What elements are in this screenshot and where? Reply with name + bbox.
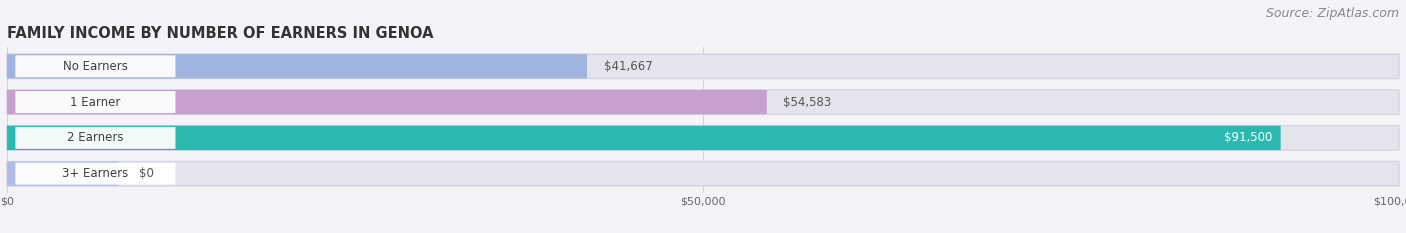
FancyBboxPatch shape (7, 161, 118, 186)
Text: $54,583: $54,583 (783, 96, 832, 109)
FancyBboxPatch shape (7, 161, 1399, 186)
FancyBboxPatch shape (7, 90, 1399, 114)
FancyBboxPatch shape (7, 126, 1399, 150)
Text: FAMILY INCOME BY NUMBER OF EARNERS IN GENOA: FAMILY INCOME BY NUMBER OF EARNERS IN GE… (7, 26, 433, 41)
Text: Source: ZipAtlas.com: Source: ZipAtlas.com (1265, 7, 1399, 20)
FancyBboxPatch shape (15, 91, 176, 113)
Text: 2 Earners: 2 Earners (67, 131, 124, 144)
FancyBboxPatch shape (15, 55, 176, 77)
FancyBboxPatch shape (7, 54, 588, 79)
Text: $0: $0 (139, 167, 155, 180)
FancyBboxPatch shape (15, 127, 176, 149)
FancyBboxPatch shape (15, 163, 176, 185)
FancyBboxPatch shape (7, 126, 1281, 150)
Text: $91,500: $91,500 (1225, 131, 1272, 144)
Text: No Earners: No Earners (63, 60, 128, 73)
FancyBboxPatch shape (7, 54, 1399, 79)
Text: $41,667: $41,667 (603, 60, 652, 73)
Text: 3+ Earners: 3+ Earners (62, 167, 128, 180)
Text: 1 Earner: 1 Earner (70, 96, 121, 109)
FancyBboxPatch shape (7, 90, 766, 114)
